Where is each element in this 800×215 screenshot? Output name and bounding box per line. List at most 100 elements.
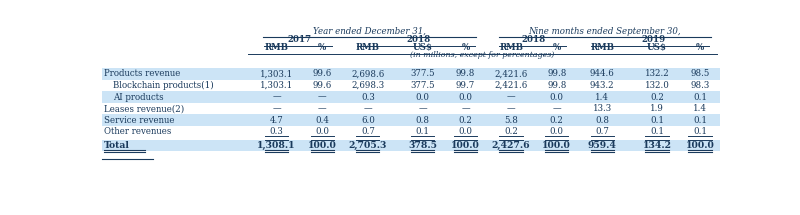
Text: 0.2: 0.2 <box>458 116 473 125</box>
Text: Total: Total <box>104 141 130 150</box>
Text: Other revenues: Other revenues <box>104 127 171 136</box>
Text: 4.7: 4.7 <box>270 116 283 125</box>
Text: 2017: 2017 <box>287 35 311 44</box>
Text: —: — <box>507 104 515 113</box>
Text: RMB: RMB <box>265 43 289 52</box>
Text: —: — <box>418 104 427 113</box>
Text: 0.0: 0.0 <box>415 92 430 101</box>
Bar <box>102 114 720 126</box>
Bar <box>102 80 720 91</box>
Text: %: % <box>318 43 326 52</box>
Bar <box>102 91 720 103</box>
Text: 134.2: 134.2 <box>642 141 671 150</box>
Bar <box>102 140 720 151</box>
Text: 377.5: 377.5 <box>410 81 435 90</box>
Text: —: — <box>507 92 515 101</box>
Text: 132.0: 132.0 <box>645 81 670 90</box>
Text: Leases revenue(2): Leases revenue(2) <box>104 104 184 113</box>
Text: —: — <box>318 92 326 101</box>
Text: 132.2: 132.2 <box>645 69 670 78</box>
Text: Service revenue: Service revenue <box>104 116 174 125</box>
Text: 2,705.3: 2,705.3 <box>349 141 387 150</box>
Text: 98.3: 98.3 <box>690 81 710 90</box>
Text: 0.8: 0.8 <box>415 116 430 125</box>
Text: Blockchain products(1): Blockchain products(1) <box>113 81 214 90</box>
Text: 0.8: 0.8 <box>595 116 610 125</box>
Text: 0.1: 0.1 <box>415 127 430 136</box>
Text: 2,698.3: 2,698.3 <box>351 81 385 90</box>
Text: %: % <box>462 43 470 52</box>
Text: 0.0: 0.0 <box>550 92 564 101</box>
Text: RMB: RMB <box>356 43 380 52</box>
Text: 377.5: 377.5 <box>410 69 435 78</box>
Text: 2,421.6: 2,421.6 <box>494 69 528 78</box>
Text: 959.4: 959.4 <box>588 141 617 150</box>
Text: 6.0: 6.0 <box>361 116 374 125</box>
Text: %: % <box>553 43 561 52</box>
Text: 0.0: 0.0 <box>458 92 473 101</box>
Text: 0.2: 0.2 <box>650 92 664 101</box>
Bar <box>102 103 720 114</box>
Text: 0.2: 0.2 <box>504 127 518 136</box>
Text: 100.0: 100.0 <box>686 141 714 150</box>
Text: 2018: 2018 <box>406 35 430 44</box>
Text: 99.8: 99.8 <box>547 81 566 90</box>
Text: 0.1: 0.1 <box>693 127 707 136</box>
Text: 2,421.6: 2,421.6 <box>494 81 528 90</box>
Text: 0.0: 0.0 <box>550 127 564 136</box>
Text: 100.0: 100.0 <box>308 141 337 150</box>
Text: 1,303.1: 1,303.1 <box>260 69 294 78</box>
Text: US$: US$ <box>413 43 433 52</box>
Bar <box>102 68 720 80</box>
Text: —: — <box>552 104 561 113</box>
Text: 0.1: 0.1 <box>693 116 707 125</box>
Text: %: % <box>696 43 704 52</box>
Text: 0.0: 0.0 <box>458 127 473 136</box>
Text: 99.6: 99.6 <box>313 69 332 78</box>
Text: 1,303.1: 1,303.1 <box>260 81 294 90</box>
Text: 5.8: 5.8 <box>504 116 518 125</box>
Text: 944.6: 944.6 <box>590 69 614 78</box>
Text: 100.0: 100.0 <box>451 141 480 150</box>
Text: 0.7: 0.7 <box>595 127 610 136</box>
Text: 2019: 2019 <box>641 35 665 44</box>
Text: 100.0: 100.0 <box>542 141 571 150</box>
Text: 0.4: 0.4 <box>315 116 330 125</box>
Text: Nine months ended September 30,: Nine months ended September 30, <box>529 27 681 36</box>
Text: 378.5: 378.5 <box>408 141 437 150</box>
Text: 1.9: 1.9 <box>650 104 664 113</box>
Text: RMB: RMB <box>499 43 523 52</box>
Text: 0.0: 0.0 <box>315 127 330 136</box>
Text: 13.3: 13.3 <box>593 104 612 113</box>
Text: 1.4: 1.4 <box>595 92 610 101</box>
Text: —: — <box>462 104 470 113</box>
Text: 943.2: 943.2 <box>590 81 614 90</box>
Text: 2018: 2018 <box>522 35 546 44</box>
Text: —: — <box>272 104 281 113</box>
Bar <box>102 126 720 137</box>
Text: (in millions, except for percentages): (in millions, except for percentages) <box>410 51 554 59</box>
Text: 0.1: 0.1 <box>650 127 664 136</box>
Text: 99.8: 99.8 <box>456 69 475 78</box>
Text: —: — <box>363 104 372 113</box>
Text: 99.6: 99.6 <box>313 81 332 90</box>
Text: RMB: RMB <box>590 43 614 52</box>
Text: —: — <box>318 104 326 113</box>
Text: 99.8: 99.8 <box>547 69 566 78</box>
Text: Products revenue: Products revenue <box>104 69 180 78</box>
Text: 99.7: 99.7 <box>456 81 475 90</box>
Text: US$: US$ <box>647 43 667 52</box>
Text: 1.4: 1.4 <box>693 104 707 113</box>
Text: Year ended December 31,: Year ended December 31, <box>313 27 426 36</box>
Text: 2,698.6: 2,698.6 <box>351 69 385 78</box>
Text: 0.2: 0.2 <box>550 116 564 125</box>
Text: 2,427.6: 2,427.6 <box>492 141 530 150</box>
Text: 0.1: 0.1 <box>693 92 707 101</box>
Text: 0.7: 0.7 <box>361 127 374 136</box>
Text: AI products: AI products <box>113 92 164 101</box>
Text: 98.5: 98.5 <box>690 69 710 78</box>
Text: 0.3: 0.3 <box>270 127 283 136</box>
Text: —: — <box>272 92 281 101</box>
Text: 0.3: 0.3 <box>361 92 374 101</box>
Text: 1,308.1: 1,308.1 <box>258 141 296 150</box>
